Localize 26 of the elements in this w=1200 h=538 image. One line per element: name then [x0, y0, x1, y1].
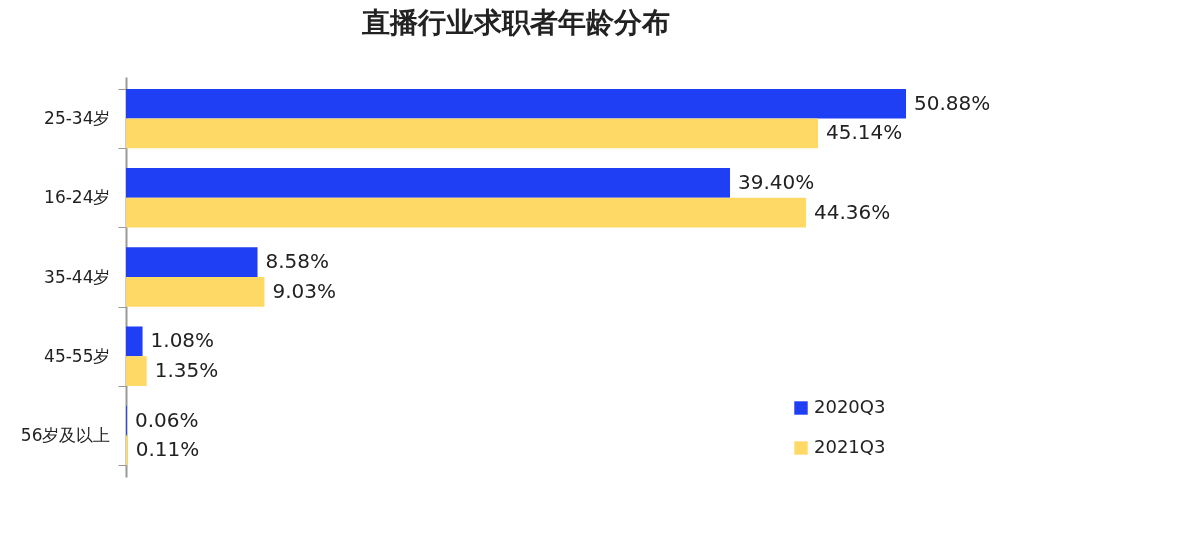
data-label: 1.08%: [150, 328, 215, 353]
data-label: 9.03%: [272, 278, 336, 303]
data-label: 44.36%: [814, 199, 891, 224]
data-label: 0.11%: [135, 437, 200, 462]
data-label: 50.88%: [914, 90, 991, 115]
data-label: 1.35%: [154, 358, 219, 383]
y-tick-label: 35-44岁: [44, 266, 111, 287]
bar: [126, 118, 818, 149]
legend-label: 2021Q3: [814, 436, 886, 457]
bar: [126, 356, 147, 386]
data-label: 45.14%: [826, 120, 903, 145]
bar: [126, 88, 906, 119]
bar: [126, 197, 807, 228]
bar: [126, 326, 143, 357]
y-tick-label: 56岁及以上: [20, 424, 111, 445]
data-label: 0.06%: [134, 407, 199, 432]
y-tick-label: 16-24岁: [44, 187, 111, 208]
bar: [126, 277, 265, 307]
bar: [126, 247, 258, 277]
chart-title: 直播行业求职者年龄分布: [361, 6, 670, 39]
y-tick-label: 25-34岁: [44, 108, 111, 129]
data-label: 8.58%: [265, 249, 330, 274]
y-tick-label: 45-55岁: [44, 345, 111, 366]
legend-label: 2020Q3: [814, 396, 886, 417]
data-label: 39.40%: [738, 169, 815, 194]
bar: [126, 168, 731, 198]
